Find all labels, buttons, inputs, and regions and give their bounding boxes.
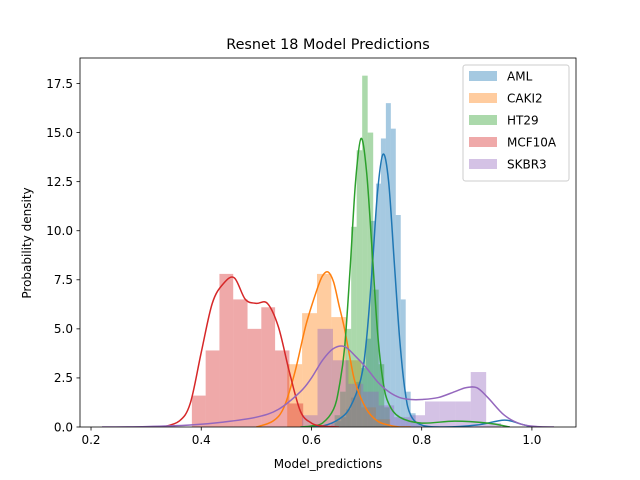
kde-line-caki2 (256, 270, 411, 427)
histogram-bar-ht29 (384, 407, 390, 427)
histogram-bar-skbr3 (486, 423, 502, 427)
legend-label-ht29: HT29 (507, 113, 539, 127)
bars-aml (331, 103, 421, 427)
bars-skbr3 (302, 328, 502, 427)
histogram-bar-mcf10a (191, 395, 206, 427)
histogram-bar-skbr3 (363, 391, 379, 427)
legend-swatch-ht29 (469, 115, 497, 125)
histogram-bar-ht29 (345, 328, 352, 427)
histogram-bar-aml (385, 103, 391, 427)
y-tick-label: 17.5 (46, 77, 73, 91)
histogram-bar-ht29 (378, 364, 385, 427)
legend-swatch-caki2 (469, 93, 497, 103)
y-tick-label: 10.0 (46, 224, 73, 238)
histogram-bar-skbr3 (394, 417, 410, 427)
histogram-bar-caki2 (302, 313, 317, 427)
histogram-bar-aml (341, 417, 347, 427)
x-tick-label: 1.0 (522, 433, 541, 447)
x-tick-label: 0.4 (192, 433, 211, 447)
bars-ht29 (334, 75, 390, 427)
bars-caki2 (287, 273, 391, 427)
legend-label-skbr3: SKBR3 (507, 157, 547, 171)
histogram-bar-mcf10a (275, 350, 290, 427)
histogram-bar-skbr3 (470, 372, 487, 427)
plot-content (102, 75, 554, 427)
histogram-bar-skbr3 (409, 415, 425, 427)
histogram-bar-mcf10a (219, 273, 234, 427)
histogram-bar-caki2 (361, 407, 376, 427)
legend: AML CAKI2 HT29 MCF10A SKBR3 (462, 64, 570, 182)
histogram-bar-ht29 (351, 226, 357, 427)
histogram-bar-mcf10a (289, 403, 304, 427)
histogram-bar-skbr3 (439, 401, 456, 427)
legend-label-caki2: CAKI2 (507, 91, 543, 105)
histogram-bar-skbr3 (455, 401, 471, 427)
y-axis-title: Probability density (20, 187, 34, 298)
x-axis-title: Model_predictions (274, 457, 383, 471)
x-tick-label: 0.8 (412, 433, 431, 447)
histogram-bar-aml (415, 423, 421, 427)
histogram-bar-skbr3 (332, 360, 349, 427)
histogram-bar-ht29 (340, 391, 346, 427)
plot-area (102, 75, 554, 427)
legend-box (462, 64, 570, 182)
axes: 0.2 0.4 0.6 0.8 1.0 0.0 2.5 5.0 7.5 10.0 12.5 15.0 1… (46, 57, 577, 447)
y-tick-label: 15.0 (46, 126, 73, 140)
y-tick-label: 0.0 (54, 420, 73, 434)
y-tick-label: 7.5 (54, 273, 73, 287)
y-tick-label: 12.5 (46, 175, 73, 189)
x-tick-label: 0.2 (81, 433, 100, 447)
axes-frame (79, 57, 577, 428)
histogram-bar-ht29 (373, 289, 379, 427)
histogram-bar-skbr3 (302, 415, 318, 427)
histogram-bar-skbr3 (425, 401, 440, 427)
histogram-bar-skbr3 (317, 328, 333, 427)
histogram-bar-mcf10a (205, 350, 220, 427)
histogram-bar-aml (351, 397, 357, 427)
legend-label-mcf10a: MCF10A (507, 135, 557, 149)
histogram-bar-ht29 (334, 415, 341, 427)
histogram-bar-aml (346, 409, 352, 427)
legend-label-aml: AML (507, 69, 533, 83)
histogram-bar-mcf10a (261, 307, 276, 427)
histogram-bar-skbr3 (378, 405, 395, 427)
y-tick-label: 5.0 (54, 322, 73, 336)
y-tick-label: 2.5 (54, 371, 73, 385)
histogram-bar-mcf10a (247, 328, 262, 427)
legend-swatch-skbr3 (469, 159, 497, 169)
histogram-bar-ht29 (356, 150, 363, 427)
histogram-bar-aml (331, 423, 337, 427)
kde-line-aml (300, 153, 533, 427)
histogram-bar-ht29 (367, 132, 374, 427)
legend-swatch-mcf10a (469, 137, 497, 147)
histogram-bar-aml (375, 183, 381, 427)
histogram-bar-caki2 (331, 317, 347, 427)
histogram-bar-aml (356, 381, 362, 427)
histogram-bar-mcf10a (233, 299, 248, 427)
bars-mcf10a (191, 273, 304, 427)
histogram-bar-ht29 (362, 75, 368, 427)
kde-line-ht29 (300, 137, 511, 427)
chart-title: Resnet 18 Model Predictions (226, 37, 430, 53)
kde-line-mcf10a (162, 276, 340, 427)
histogram-bar-aml (366, 338, 371, 427)
histogram-bar-aml (336, 421, 342, 427)
histogram-bar-aml (400, 299, 406, 427)
histogram-bar-aml (370, 220, 376, 427)
kde-line-skbr3 (102, 345, 554, 427)
histogram-bar-aml (380, 138, 386, 427)
legend-swatch-aml (469, 71, 497, 81)
histogram-bar-caki2 (346, 360, 362, 427)
histogram-bar-aml (361, 368, 367, 427)
histogram-bar-caki2 (316, 273, 332, 427)
x-tick-label: 0.6 (302, 433, 321, 447)
histogram-bar-aml (390, 128, 396, 427)
